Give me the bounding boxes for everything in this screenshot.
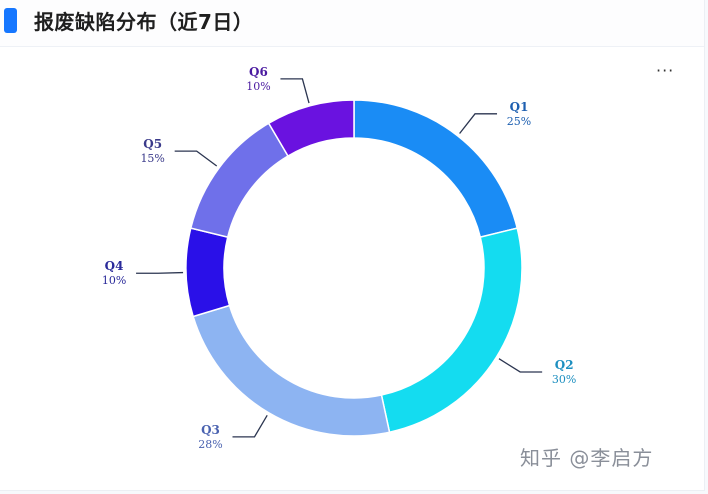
leader-line-q5 [174, 150, 218, 167]
leader-line-q4 [136, 271, 184, 274]
slice-q4[interactable] [185, 227, 231, 318]
leader-line-q2 [498, 358, 543, 373]
slice-label-name: Q5 [143, 137, 162, 151]
card-header: 报废缺陷分布（近7日） [0, 0, 704, 47]
slice-q1[interactable] [353, 99, 519, 239]
leader-line-q1 [459, 113, 498, 134]
watermark: 知乎 @李启方 [520, 446, 654, 470]
slice-label-name: Q6 [249, 65, 268, 79]
slice-label-name: Q4 [105, 259, 124, 273]
slice-label-percent: 30% [552, 373, 576, 386]
donut-slices [185, 99, 523, 437]
slice-label-percent: 10% [246, 80, 270, 93]
slice-label-percent: 25% [507, 115, 531, 128]
more-options-icon[interactable]: ··· [656, 61, 675, 80]
slice-label-name: Q2 [555, 358, 574, 372]
slice-label-name: Q3 [201, 423, 220, 437]
slice-label-percent: 15% [140, 152, 164, 165]
slice-q2[interactable] [380, 227, 523, 434]
slice-label-name: Q1 [510, 100, 529, 114]
slice-q5[interactable] [189, 122, 290, 239]
leader-line-q3 [232, 414, 268, 438]
slice-label-percent: 10% [102, 274, 126, 287]
leader-line-q6 [280, 78, 310, 104]
title-accent-bar [4, 8, 17, 33]
slice-label-percent: 28% [198, 438, 222, 451]
slice-q3[interactable] [192, 304, 391, 437]
slice-q6[interactable] [267, 99, 355, 158]
leader-lines [136, 78, 543, 438]
card-title: 报废缺陷分布（近7日） [34, 10, 254, 34]
